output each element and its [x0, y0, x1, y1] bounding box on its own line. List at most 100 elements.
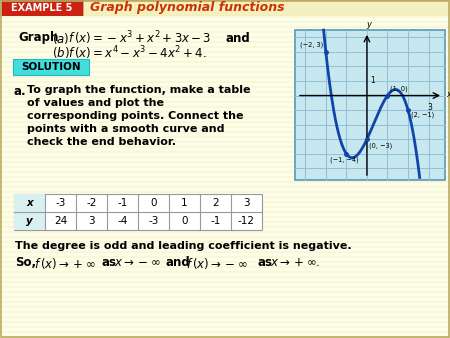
FancyBboxPatch shape [0, 245, 450, 248]
FancyBboxPatch shape [0, 336, 450, 338]
FancyBboxPatch shape [0, 35, 450, 38]
FancyBboxPatch shape [0, 165, 450, 168]
FancyBboxPatch shape [0, 100, 450, 103]
FancyBboxPatch shape [0, 100, 450, 103]
Text: 3: 3 [243, 198, 250, 208]
Text: (−1, −4): (−1, −4) [330, 157, 359, 163]
FancyBboxPatch shape [0, 260, 450, 263]
FancyBboxPatch shape [0, 116, 450, 118]
FancyBboxPatch shape [0, 305, 450, 308]
FancyBboxPatch shape [0, 21, 450, 23]
FancyBboxPatch shape [0, 50, 450, 53]
FancyBboxPatch shape [0, 331, 450, 333]
FancyBboxPatch shape [0, 71, 450, 73]
FancyBboxPatch shape [0, 60, 450, 63]
FancyBboxPatch shape [0, 150, 450, 153]
FancyBboxPatch shape [0, 105, 450, 108]
FancyBboxPatch shape [0, 15, 450, 18]
FancyBboxPatch shape [0, 66, 450, 68]
FancyBboxPatch shape [0, 16, 450, 18]
FancyBboxPatch shape [0, 245, 450, 248]
FancyBboxPatch shape [0, 105, 450, 108]
FancyBboxPatch shape [13, 59, 89, 75]
FancyBboxPatch shape [0, 45, 450, 48]
FancyBboxPatch shape [0, 145, 450, 148]
FancyBboxPatch shape [0, 300, 450, 303]
FancyBboxPatch shape [0, 75, 450, 78]
FancyBboxPatch shape [0, 30, 450, 33]
FancyBboxPatch shape [0, 225, 450, 228]
Text: $(b)$: $(b)$ [52, 46, 70, 61]
FancyBboxPatch shape [0, 115, 450, 118]
FancyBboxPatch shape [0, 256, 450, 258]
FancyBboxPatch shape [0, 185, 450, 188]
Text: (1, 0): (1, 0) [391, 85, 408, 92]
FancyBboxPatch shape [0, 220, 450, 223]
Text: $x \rightarrow -\infty$: $x \rightarrow -\infty$ [114, 256, 161, 269]
FancyBboxPatch shape [0, 25, 450, 28]
FancyBboxPatch shape [0, 330, 450, 333]
Text: $f\,(x) = x^4 - x^3 - 4x^2 + 4.$: $f\,(x) = x^4 - x^3 - 4x^2 + 4.$ [68, 44, 207, 62]
FancyBboxPatch shape [0, 80, 450, 83]
FancyBboxPatch shape [0, 170, 450, 173]
FancyBboxPatch shape [0, 186, 450, 188]
FancyBboxPatch shape [0, 275, 450, 278]
FancyBboxPatch shape [0, 261, 450, 263]
FancyBboxPatch shape [0, 75, 450, 78]
Text: To graph the function, make a table: To graph the function, make a table [27, 85, 251, 95]
Text: $f\,(x) = -x^3 + x^2 + 3x - 3$: $f\,(x) = -x^3 + x^2 + 3x - 3$ [68, 29, 212, 47]
Text: $f\,(x) \rightarrow +\infty$: $f\,(x) \rightarrow +\infty$ [34, 256, 95, 271]
Text: 1: 1 [370, 76, 375, 86]
FancyBboxPatch shape [0, 160, 450, 163]
FancyBboxPatch shape [0, 281, 450, 283]
Text: The degree is odd and leading coefficient is negative.: The degree is odd and leading coefficien… [15, 241, 351, 251]
Text: -4: -4 [117, 216, 128, 226]
FancyBboxPatch shape [0, 46, 450, 48]
FancyBboxPatch shape [295, 30, 445, 180]
FancyBboxPatch shape [0, 270, 450, 273]
Text: 24: 24 [54, 216, 67, 226]
FancyBboxPatch shape [0, 16, 450, 338]
FancyBboxPatch shape [14, 194, 45, 230]
Text: $(a)$: $(a)$ [52, 30, 69, 46]
FancyBboxPatch shape [0, 236, 450, 238]
FancyBboxPatch shape [0, 216, 450, 218]
FancyBboxPatch shape [0, 210, 450, 213]
FancyBboxPatch shape [0, 280, 450, 283]
FancyBboxPatch shape [0, 30, 450, 33]
FancyBboxPatch shape [0, 211, 450, 213]
FancyBboxPatch shape [0, 270, 450, 273]
FancyBboxPatch shape [14, 194, 262, 230]
FancyBboxPatch shape [0, 50, 450, 53]
FancyBboxPatch shape [0, 231, 450, 233]
FancyBboxPatch shape [0, 141, 450, 143]
FancyBboxPatch shape [0, 215, 450, 218]
Text: -3: -3 [55, 198, 66, 208]
FancyBboxPatch shape [0, 191, 450, 193]
FancyBboxPatch shape [0, 325, 450, 328]
FancyBboxPatch shape [0, 130, 450, 133]
FancyBboxPatch shape [0, 70, 450, 73]
FancyBboxPatch shape [0, 35, 450, 38]
Text: 3: 3 [88, 216, 95, 226]
FancyBboxPatch shape [0, 290, 450, 293]
FancyBboxPatch shape [0, 130, 450, 133]
FancyBboxPatch shape [0, 20, 450, 23]
FancyBboxPatch shape [0, 136, 450, 138]
FancyBboxPatch shape [0, 120, 450, 123]
FancyBboxPatch shape [0, 25, 450, 28]
FancyBboxPatch shape [0, 170, 450, 173]
FancyBboxPatch shape [0, 220, 450, 223]
FancyBboxPatch shape [0, 55, 450, 58]
Text: (2, −1): (2, −1) [411, 111, 434, 118]
FancyBboxPatch shape [0, 180, 450, 183]
FancyBboxPatch shape [0, 80, 450, 83]
FancyBboxPatch shape [0, 206, 450, 208]
FancyBboxPatch shape [0, 40, 450, 43]
FancyBboxPatch shape [0, 0, 450, 16]
FancyBboxPatch shape [0, 325, 450, 328]
FancyBboxPatch shape [0, 241, 450, 243]
FancyBboxPatch shape [0, 86, 450, 88]
Text: a.: a. [14, 85, 27, 98]
FancyBboxPatch shape [0, 121, 450, 123]
